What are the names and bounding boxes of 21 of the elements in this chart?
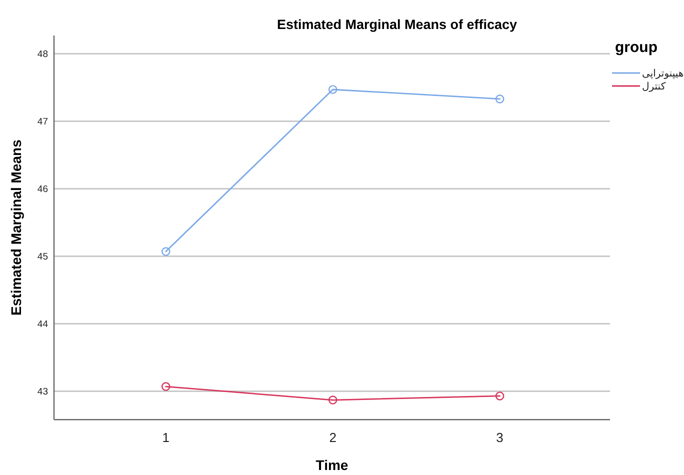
- legend-label: کنترل: [642, 82, 666, 92]
- point: [161, 247, 170, 256]
- legend-label: هیپنوتراپی: [642, 68, 684, 80]
- y-tick-label: 45: [37, 252, 48, 263]
- point: [161, 382, 170, 391]
- x-tick-label: 2: [329, 430, 336, 445]
- y-tick-label: 46: [37, 184, 48, 196]
- point: [328, 396, 338, 404]
- x-axis-title: Time: [316, 457, 348, 473]
- point: [328, 85, 338, 94]
- point: [495, 392, 504, 400]
- chart-title: Estimated Marginal Means of efficacy: [276, 17, 518, 32]
- y-tick-label: 47: [37, 116, 48, 128]
- y-tick-label: 44: [37, 319, 48, 330]
- x-tick-label: 1: [162, 430, 170, 445]
- point: [495, 94, 504, 104]
- y-tick-label: 43: [37, 386, 48, 398]
- y-axis-title: Estimated Marginal Means: [8, 139, 24, 316]
- legend-title: group: [615, 39, 658, 56]
- y-tick-label: 48: [37, 49, 48, 60]
- x-tick-label: 3: [496, 430, 504, 445]
